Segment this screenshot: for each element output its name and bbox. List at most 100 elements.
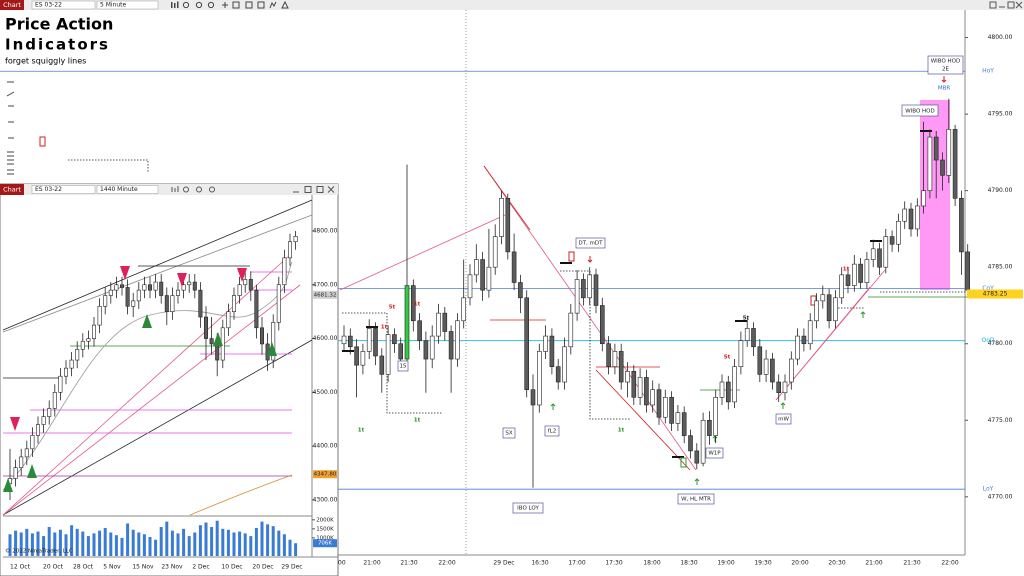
annotation: W1P — [708, 451, 721, 457]
candle-body — [492, 236, 498, 268]
main-toolbar: Chart ES 03-22 5 Minute — [0, 0, 1024, 10]
level-label: HoY — [982, 68, 994, 75]
candle-body — [271, 322, 276, 361]
y-tick-label: 4300.00 — [313, 496, 338, 503]
candle-body — [170, 295, 175, 312]
candle-body — [131, 300, 136, 307]
candle-body — [770, 358, 775, 383]
tab-label: Chart — [3, 1, 21, 9]
inset-window-buttons[interactable] — [171, 186, 335, 193]
candle-body — [86, 338, 91, 342]
candle-body — [858, 263, 863, 283]
candle-body — [681, 412, 687, 436]
annotation-box — [705, 447, 724, 459]
candle-body — [486, 266, 492, 291]
x-tick-label: 2 Dec — [192, 564, 209, 571]
volume-bar — [165, 521, 169, 556]
drawing-tools[interactable] — [6, 81, 15, 175]
volume-bar — [53, 532, 57, 556]
candle-body — [148, 284, 153, 291]
x-tick-label: 21:30 — [903, 560, 920, 567]
instrument-label: ES 03-22 — [35, 186, 62, 193]
instrument-select[interactable] — [31, 0, 96, 10]
x-tick-label: 21:00 — [363, 560, 380, 567]
annotation-box — [775, 413, 792, 425]
annotation: 15 — [400, 364, 407, 370]
candle-body — [757, 346, 763, 375]
candle-body — [164, 295, 169, 312]
annotation-box — [677, 493, 715, 505]
interval-select[interactable] — [96, 185, 159, 194]
chart-tab[interactable] — [0, 0, 24, 10]
y-tick-label: 4795.00 — [988, 111, 1013, 118]
toolbar-icons[interactable] — [171, 0, 289, 9]
y-tick-label: 4785.00 — [988, 264, 1013, 271]
candle-body — [248, 279, 253, 291]
candle-body — [379, 355, 385, 375]
volume-marker-label: 706K — [318, 541, 332, 547]
x-tick-label: 18:00 — [643, 560, 660, 567]
volume-bar — [170, 530, 174, 556]
inset-toolbar — [0, 184, 338, 195]
candle-body — [864, 259, 870, 283]
x-tick-label: 20 Oct — [43, 564, 64, 571]
candle-body — [763, 358, 769, 375]
volume-bar — [193, 532, 197, 556]
volume-marker — [313, 539, 337, 548]
candle-body — [461, 297, 467, 322]
price-marker-label: 4681.32 — [314, 292, 337, 298]
candle-body — [662, 397, 668, 418]
candle-body — [631, 370, 637, 398]
volume-bar — [36, 531, 40, 556]
volume-bar — [92, 533, 96, 556]
annotation: 1t — [414, 302, 421, 308]
candle-body — [243, 279, 248, 286]
candle-body — [889, 236, 895, 245]
volume-bar — [148, 537, 152, 556]
candle-body — [347, 335, 353, 348]
x-tick-label: 21:30 — [400, 560, 417, 567]
candle-body — [35, 424, 40, 436]
candle-body — [404, 285, 410, 360]
y-tick-label: 4700.00 — [313, 281, 338, 288]
inset-time-axis: 12 Oct 20 Oct 28 Oct 5 Nov 15 Nov 23 Nov… — [10, 564, 303, 571]
drawings — [68, 159, 970, 471]
volume-bar — [126, 523, 130, 556]
x-tick-label: 10 Dec — [221, 564, 242, 571]
candle-body — [902, 208, 908, 222]
volume-bar — [182, 528, 186, 556]
y-tick-label: 4600.00 — [313, 335, 338, 342]
candle-body — [568, 312, 574, 348]
candle-body — [226, 311, 231, 329]
candle-body — [555, 366, 561, 383]
volume-bar — [103, 527, 107, 556]
volume-bar — [271, 526, 275, 556]
candle-body — [713, 397, 719, 436]
level-label: CoY — [982, 285, 994, 292]
inset-tab[interactable] — [0, 184, 24, 195]
volume-bar — [282, 534, 286, 556]
window-buttons[interactable] — [989, 1, 1023, 9]
volume-bar — [25, 528, 29, 556]
candle-body — [694, 450, 700, 464]
interval-select[interactable] — [96, 0, 159, 10]
y-tick-label: 4400.00 — [313, 443, 338, 450]
candle-body — [675, 412, 681, 424]
x-tick-label: 20:00 — [791, 560, 808, 567]
y-tick-label: 4500.00 — [313, 389, 338, 396]
y-tick-label: 4800.00 — [988, 34, 1013, 41]
volume-bar — [109, 532, 113, 556]
copyright: © 2022 NinjaTrader, LLC — [5, 548, 73, 555]
annotation-box — [901, 104, 939, 117]
candle-body — [176, 289, 181, 296]
instrument-select[interactable] — [31, 185, 96, 194]
candle-body — [47, 408, 52, 417]
candle-body — [908, 208, 914, 230]
annotation: 2E — [942, 67, 949, 73]
x-tick-label: 22:00 — [941, 560, 958, 567]
candle-body — [114, 284, 119, 291]
candle-body — [562, 346, 567, 383]
candle-body — [436, 312, 441, 337]
volume-tick-label: 2000K — [316, 517, 334, 523]
